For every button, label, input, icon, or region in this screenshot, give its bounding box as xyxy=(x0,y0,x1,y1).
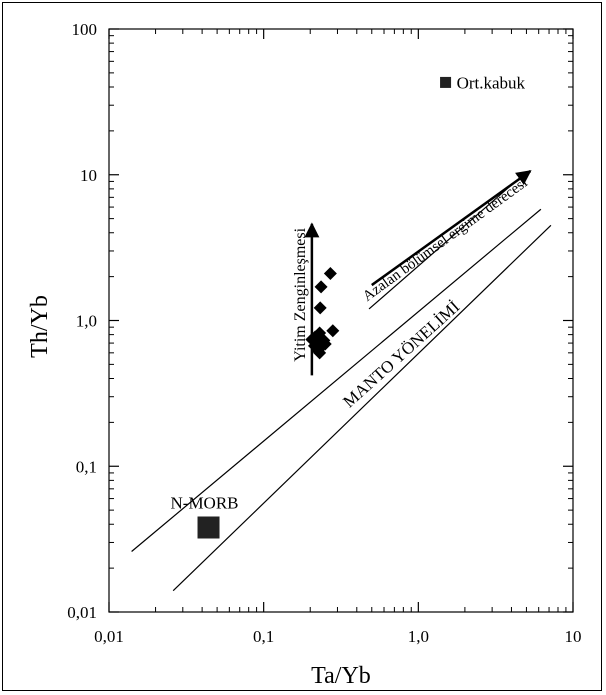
lower-boundary xyxy=(172,224,552,592)
boundary-lines xyxy=(131,181,552,592)
x-tick-label: 10 xyxy=(565,627,582,646)
y-tick-label: 0,1 xyxy=(76,457,97,476)
azalan-arrow xyxy=(371,170,532,287)
ort-kabuk-label: Ort.kabuk xyxy=(457,73,526,92)
y-tick-label: 100 xyxy=(72,20,98,39)
annotation-0: Yitim Zenginleşmesi xyxy=(292,227,309,361)
x-tick-label: 1,0 xyxy=(408,627,429,646)
reference-points: N-MORB Ort.kabuk xyxy=(171,73,526,539)
y-tick-label: 0,01 xyxy=(67,603,97,622)
trend-arrows xyxy=(304,170,532,376)
x-axis-ticks: 0,01 0,1 1,0 10 xyxy=(94,29,582,646)
y-axis-ticks: 0,01 0,1 1,0 10 100 xyxy=(67,20,573,622)
y-tick-label: 1,0 xyxy=(76,312,97,331)
azalan-arrow-line xyxy=(368,181,516,310)
data-point xyxy=(313,301,327,315)
n-morb-label: N-MORB xyxy=(171,493,239,512)
x-tick-label: 0,1 xyxy=(253,627,274,646)
ort-kabuk-marker xyxy=(440,76,452,88)
x-tick-label: 0,01 xyxy=(94,627,124,646)
data-point xyxy=(313,346,327,360)
n-morb-marker xyxy=(197,516,220,539)
annotation-2: MANTO YÖNELİMİ xyxy=(339,297,463,412)
x-axis-label: Ta/Yb xyxy=(311,663,371,689)
annotations: Yitim Zenginleşmesi Azalan bölümsel ergim… xyxy=(292,175,531,412)
data-point xyxy=(314,280,328,294)
y-axis-label: Th/Yb xyxy=(27,295,53,358)
data-points xyxy=(305,267,340,360)
data-point xyxy=(323,267,337,281)
data-point xyxy=(326,324,340,338)
y-tick-label: 10 xyxy=(80,166,97,185)
plot-area xyxy=(108,28,574,613)
upper-boundary xyxy=(131,208,542,552)
